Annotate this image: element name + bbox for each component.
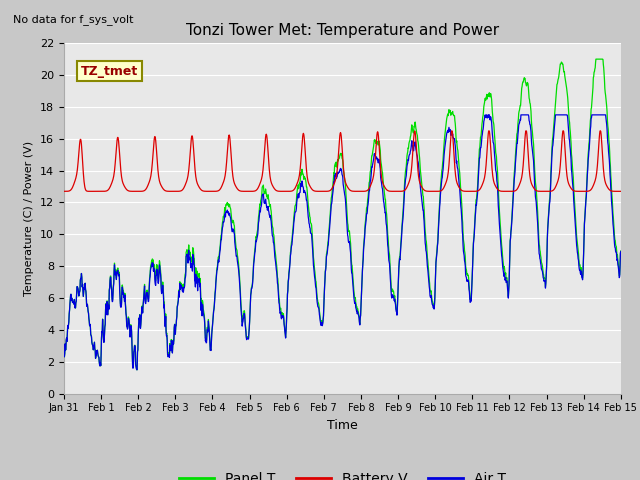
X-axis label: Time: Time [327,419,358,432]
Legend: Panel T, Battery V, Air T: Panel T, Battery V, Air T [173,467,511,480]
Text: TZ_tmet: TZ_tmet [81,65,138,78]
Text: No data for f_sys_volt: No data for f_sys_volt [13,14,133,25]
Y-axis label: Temperature (C) / Power (V): Temperature (C) / Power (V) [24,141,35,296]
Title: Tonzi Tower Met: Temperature and Power: Tonzi Tower Met: Temperature and Power [186,23,499,38]
